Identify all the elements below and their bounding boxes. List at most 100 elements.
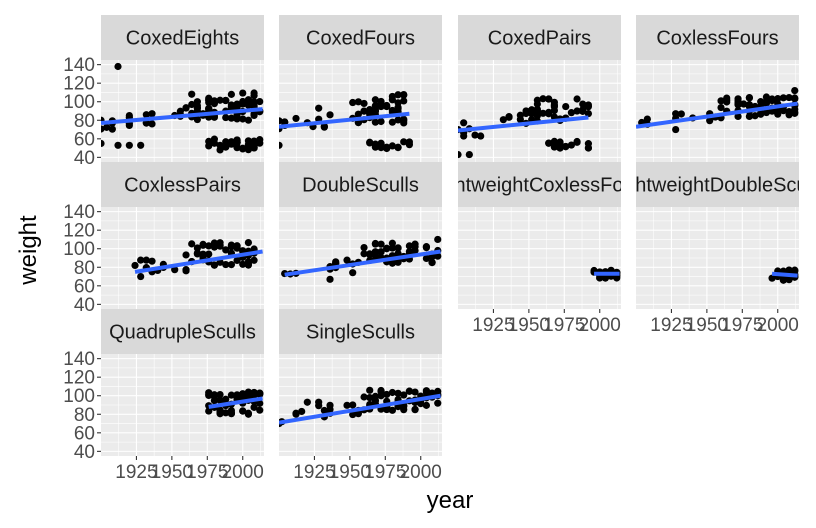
data-point — [108, 125, 116, 133]
y-tick-label: 140 — [63, 202, 95, 223]
data-point — [210, 135, 218, 143]
data-point — [377, 100, 385, 108]
data-point — [791, 95, 799, 103]
facet-strip — [636, 15, 799, 60]
data-point — [216, 239, 224, 247]
data-point — [233, 256, 241, 265]
data-point — [745, 112, 753, 121]
facet-label: LightweightDoubleSculls — [609, 175, 816, 197]
data-point — [383, 101, 391, 110]
data-point — [205, 407, 213, 415]
data-point — [227, 243, 235, 251]
x-tick-label: 1975 — [543, 315, 585, 336]
data-point — [411, 406, 419, 414]
data-point — [465, 150, 473, 159]
points-layer — [636, 87, 799, 134]
x-tick-label: 1925 — [293, 462, 335, 483]
data-point — [360, 393, 368, 401]
y-tick-label: 60 — [74, 276, 95, 297]
data-point — [394, 244, 402, 252]
data-point — [734, 100, 742, 109]
data-point — [103, 123, 111, 131]
data-point — [460, 119, 468, 127]
data-point — [222, 246, 230, 254]
facet-strip — [101, 162, 264, 207]
facet-label: SingleSculls — [306, 322, 415, 344]
x-tick-label: 1925 — [115, 462, 157, 483]
data-point — [706, 117, 714, 125]
data-point — [343, 256, 351, 264]
data-point — [434, 252, 442, 260]
data-point — [768, 274, 776, 282]
data-point — [458, 150, 462, 159]
data-point — [388, 96, 396, 104]
data-point — [114, 62, 122, 71]
y-tick-label: 60 — [74, 129, 95, 150]
data-point — [256, 97, 264, 106]
data-point — [643, 115, 651, 123]
points-layer — [768, 266, 799, 284]
data-point — [349, 269, 357, 277]
y-tick-label: 80 — [74, 405, 95, 426]
x-tick-label: 1975 — [364, 462, 406, 483]
x-tick-label: 1975 — [721, 315, 763, 336]
data-point — [366, 386, 374, 394]
data-point — [377, 386, 385, 395]
points-layer — [101, 62, 264, 154]
facet-strip — [279, 162, 442, 207]
facet-label: CoxedFours — [306, 28, 415, 50]
data-point — [222, 143, 230, 151]
data-point — [326, 405, 334, 413]
data-point — [227, 261, 235, 269]
facet-panel: CoxedPairs — [458, 15, 621, 162]
data-point — [256, 399, 264, 407]
data-point — [567, 141, 575, 149]
data-point — [371, 240, 379, 248]
data-point — [244, 141, 253, 149]
data-point — [371, 96, 379, 104]
data-point — [292, 409, 300, 417]
data-point — [405, 138, 413, 146]
x-tick-label: 2000 — [222, 462, 264, 483]
data-point — [114, 141, 122, 149]
facet-label: QuadrupleSculls — [109, 322, 256, 344]
data-point — [550, 106, 558, 115]
data-point — [422, 388, 431, 396]
facet-strip — [636, 162, 799, 207]
data-point — [584, 101, 593, 109]
smooth-line — [208, 396, 263, 409]
data-point — [539, 95, 547, 103]
data-point — [193, 115, 201, 124]
data-point — [428, 259, 436, 267]
y-axis-title: weight — [15, 215, 42, 286]
data-point — [222, 138, 230, 146]
data-point — [250, 256, 258, 264]
data-point — [188, 90, 196, 98]
smooth-line — [134, 249, 263, 274]
data-point — [349, 410, 357, 419]
data-point — [227, 101, 235, 109]
data-point — [388, 388, 396, 397]
data-point — [779, 94, 788, 102]
data-point — [723, 94, 731, 102]
smooth-line — [458, 115, 589, 133]
data-point — [125, 141, 133, 149]
smooth-line — [771, 271, 798, 278]
data-point — [371, 248, 379, 256]
data-point — [233, 115, 241, 123]
facet-label: CoxlessPairs — [124, 175, 241, 197]
data-point — [227, 114, 235, 122]
data-point — [400, 91, 408, 99]
facet-label: CoxedPairs — [488, 28, 591, 50]
x-tick-label: 1950 — [329, 462, 371, 483]
data-point — [499, 116, 507, 124]
facet-strip — [458, 15, 621, 60]
data-point — [320, 406, 328, 415]
data-point — [388, 118, 396, 126]
smooth-line — [279, 393, 441, 425]
data-point — [182, 251, 190, 259]
data-point — [383, 245, 391, 253]
smooth-line — [284, 249, 441, 277]
